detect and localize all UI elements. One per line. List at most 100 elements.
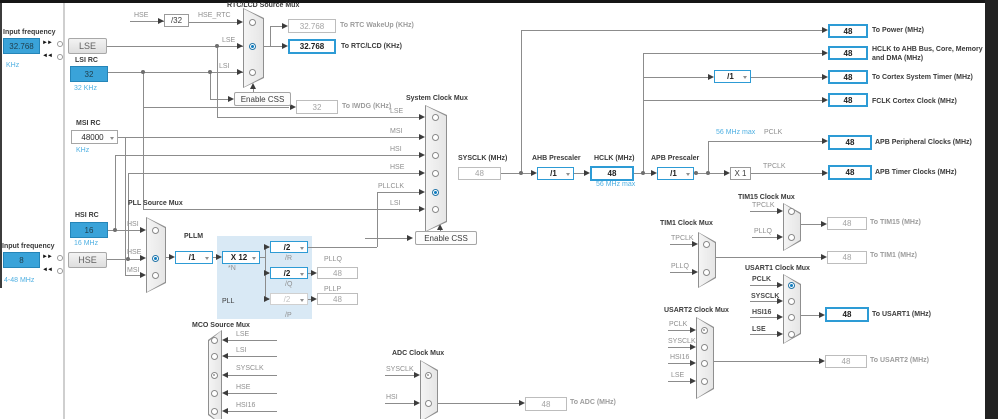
arrow-icon — [822, 170, 828, 176]
usart2-clock-mux-option[interactable] — [700, 343, 708, 351]
wire — [643, 100, 822, 101]
usart1-clock-mux-option[interactable] — [787, 281, 795, 289]
apb-peripheral-clocks-mhz-label: APB Peripheral Clocks (MHz) — [875, 139, 972, 146]
system-clock-mux-option[interactable] — [431, 188, 439, 196]
apb-peripheral-value[interactable]: 48 — [828, 135, 872, 150]
apb-timer-value[interactable]: 48 — [828, 165, 872, 180]
cortex-timer-value[interactable]: 48 — [828, 70, 868, 84]
wire — [521, 30, 822, 31]
to-usart2-mhz-label: To USART2 (MHz) — [870, 357, 929, 364]
apb-prescaler-select[interactable]: /1 — [657, 167, 694, 180]
wire — [224, 375, 277, 376]
plln-select[interactable]: X 12 — [222, 251, 260, 264]
wire — [224, 393, 277, 394]
tim15-clock-mux-option[interactable] — [787, 233, 795, 241]
arrow-icon — [777, 298, 783, 304]
hclk-value[interactable]: 48 — [590, 166, 634, 181]
rtc-lcd-source-mux-option[interactable] — [249, 42, 256, 50]
cortex-prescaler-select-value: /1 — [727, 72, 734, 81]
lse-oscillator: LSE — [68, 38, 107, 54]
tim1-clock-mux-option[interactable] — [702, 240, 710, 248]
hsi-rc-frequency[interactable]: 16 — [70, 222, 108, 238]
system-clock-mux-option[interactable] — [431, 113, 439, 121]
system-clock-mux-option[interactable] — [431, 151, 439, 159]
wire — [750, 285, 778, 286]
rtc-lcd-source-mux-option[interactable] — [249, 68, 256, 76]
tim1-clock-mux-option[interactable] — [702, 268, 710, 276]
arrow-icon — [419, 134, 425, 140]
tim15-clock-mux-option[interactable] — [787, 207, 795, 215]
adc-clock-mux-option[interactable] — [424, 399, 432, 407]
usart2-clock-mux-option[interactable] — [700, 359, 708, 367]
pll-source-mux-option[interactable] — [151, 254, 159, 262]
mco-source-mux-option[interactable] — [210, 352, 218, 360]
wire — [751, 77, 822, 78]
hsi-label: HSI — [390, 146, 402, 153]
usart2-clock-mux-option[interactable] — [700, 377, 708, 385]
rtc-lcd-value[interactable]: 32.768 — [288, 39, 336, 54]
enable-css-rtc-button[interactable]: Enable CSS — [234, 92, 291, 106]
right-frame-border — [985, 0, 998, 419]
to-power-value[interactable]: 48 — [828, 24, 868, 38]
hclk-mhz-label: HCLK (MHz) — [594, 155, 635, 162]
usart1-clock-mux-option[interactable] — [787, 330, 795, 338]
input-frequency-label: Input frequency — [3, 29, 56, 36]
wire — [750, 301, 778, 302]
adc-clock-mux-label: ADC Clock Mux — [392, 350, 445, 357]
pllr-select[interactable]: /2 — [270, 241, 308, 253]
arrow-icon — [821, 254, 827, 260]
arrow-icon — [419, 170, 425, 176]
wire — [108, 72, 243, 73]
junction-dot — [208, 70, 212, 74]
hse-input-frequency[interactable]: 8 — [3, 252, 40, 268]
rtc-lcd-source-mux-option[interactable] — [249, 18, 256, 26]
junction-dot — [126, 257, 130, 261]
hsi-label: HSI — [386, 394, 398, 401]
lsi-rc-frequency[interactable]: 32 — [70, 66, 108, 82]
pllm-select[interactable]: /1 — [175, 251, 213, 264]
usart1-value[interactable]: 48 — [825, 307, 869, 322]
msi-rc-select[interactable]: 48000 — [71, 130, 118, 144]
panel-divider — [63, 3, 65, 419]
cortex-prescaler-select[interactable]: /1 — [714, 70, 751, 83]
pll-source-mux-option[interactable] — [151, 226, 159, 234]
pll-source-mux-option[interactable] — [151, 271, 159, 279]
lsi-label: LSI — [219, 63, 230, 70]
usart1-clock-mux-option[interactable] — [787, 313, 795, 321]
4-48-mhz-label: 4-48 MHz — [4, 277, 35, 284]
apb-prescaler-select-value: /1 — [670, 169, 677, 178]
arrow-icon — [690, 360, 696, 366]
adc-clock-mux-option[interactable] — [424, 371, 432, 379]
arrow-icon — [819, 312, 825, 318]
apb-prescaler-label: APB Prescaler — [651, 155, 700, 162]
fclk-value[interactable]: 48 — [828, 93, 868, 107]
arrow-icon — [282, 43, 288, 49]
mco-source-mux-option[interactable] — [210, 371, 218, 379]
chevron-down-icon — [300, 272, 304, 278]
hclk-ahb-value[interactable]: 48 — [828, 46, 868, 60]
usart2-clock-mux-label: USART2 Clock Mux — [664, 307, 729, 314]
r-label: /R — [285, 255, 292, 262]
arrow-icon — [264, 270, 270, 276]
lse-input-frequency[interactable]: 32.768 — [3, 38, 40, 54]
usart2-clock-mux-option[interactable] — [700, 326, 708, 334]
system-clock-mux-option[interactable] — [431, 169, 439, 177]
wire — [501, 173, 533, 174]
system-clock-mux-option[interactable] — [431, 205, 439, 213]
tim15-value: 48 — [827, 217, 867, 230]
mco-source-mux-option[interactable] — [210, 407, 218, 415]
wire — [668, 330, 691, 331]
pin-connector — [57, 255, 63, 261]
pllp-select[interactable]: /2 — [270, 293, 308, 305]
pllq-select[interactable]: /2 — [270, 267, 308, 279]
pllq-label: PLLQ — [754, 228, 772, 235]
enable-css-sys-button[interactable]: Enable CSS — [415, 231, 477, 245]
ahb-prescaler-select[interactable]: /1 — [537, 167, 574, 180]
usart1-clock-mux-option[interactable] — [787, 297, 795, 305]
mco-source-mux-option[interactable] — [210, 389, 218, 397]
mco-source-mux-option[interactable] — [210, 336, 218, 344]
adc-clock-mux-body — [421, 361, 437, 419]
arrow-icon — [264, 296, 270, 302]
system-clock-mux-option[interactable] — [431, 133, 439, 141]
